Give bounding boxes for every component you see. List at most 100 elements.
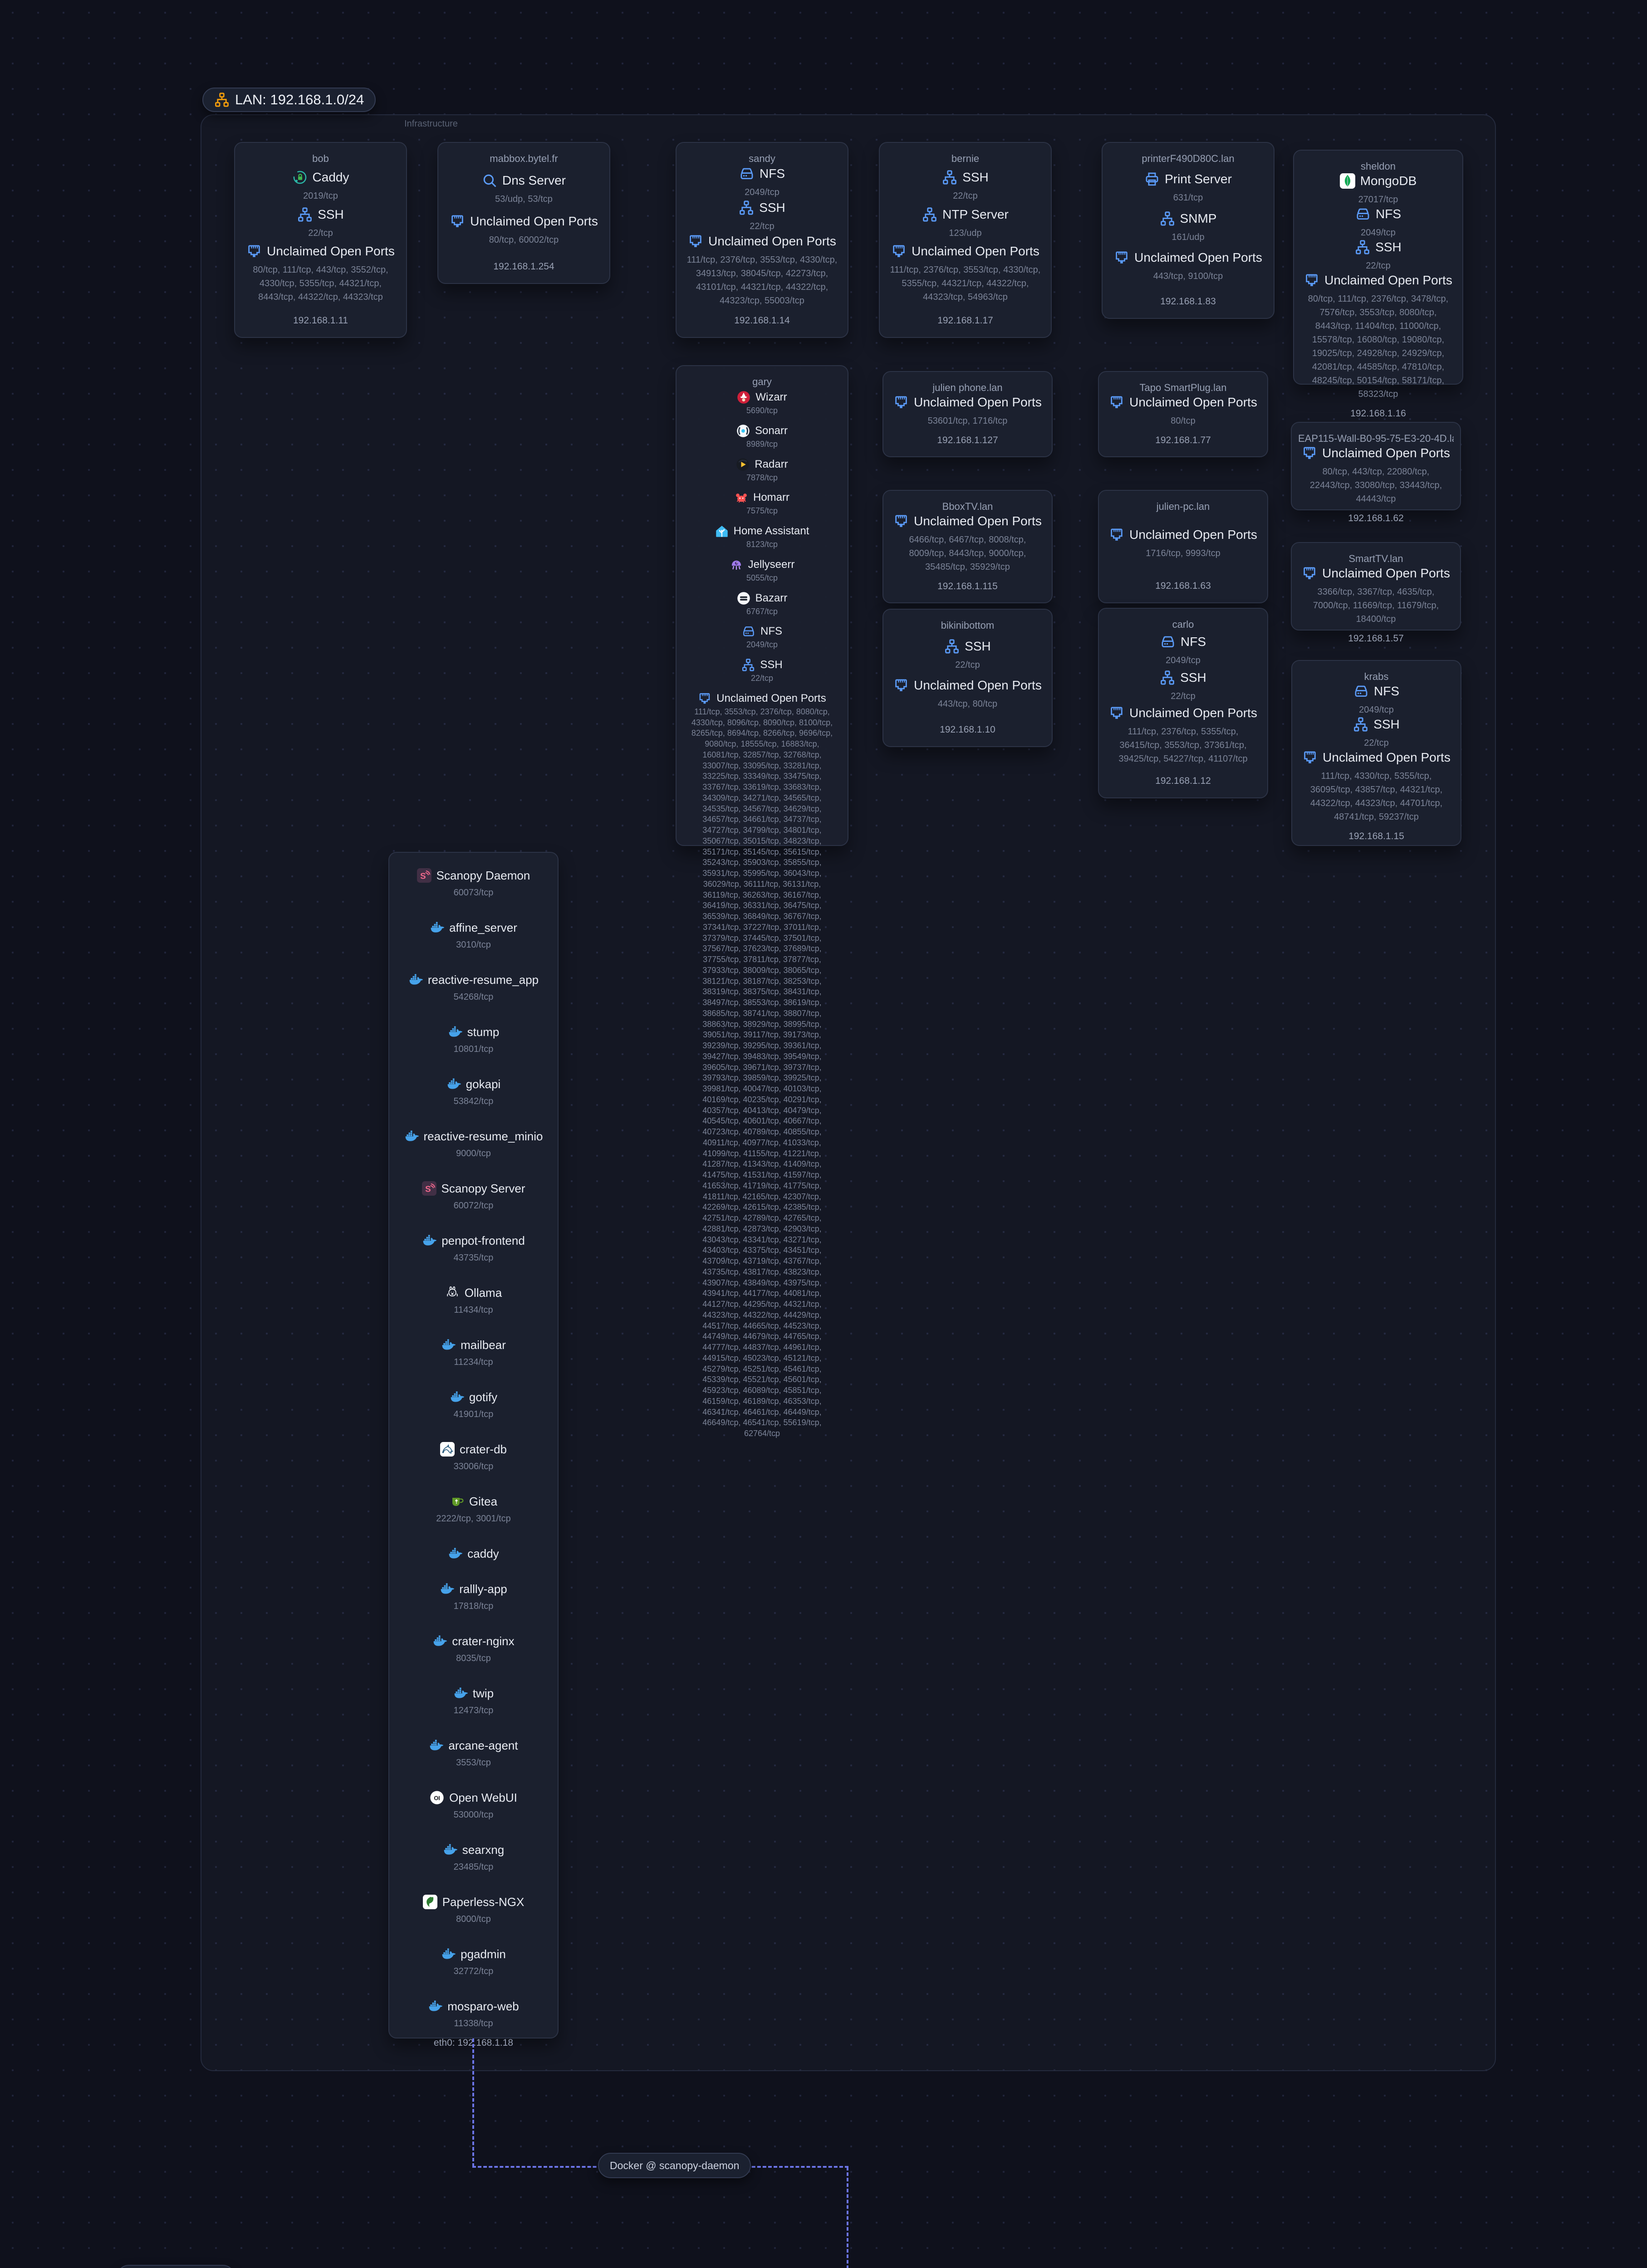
service-name: Paperless-NGX [442, 1895, 524, 1909]
docker-daemon-pill[interactable]: Docker @ scanopy-daemon [598, 2153, 751, 2178]
service-name: reactive-resume_minio [423, 1129, 543, 1143]
ports-icon [1114, 250, 1129, 265]
service-name-row: SNMP [1109, 211, 1267, 226]
service-ports: 53601/tcp, 1716/tcp [927, 416, 1008, 426]
service-nfs: NFS 2049/tcp [683, 625, 841, 650]
service-name-row: SSH [241, 207, 400, 222]
service-name-row: Unclaimed Open Ports [445, 214, 603, 229]
service-name: Bazarr [755, 591, 788, 604]
host-card-gary[interactable]: gary Wizarr 5690/tcp Sonarr 8989/tcp Radarr 78… [676, 365, 848, 1438]
service-ports: 17818/tcp [453, 1601, 494, 1611]
service-name: SSH [1180, 670, 1206, 684]
service-name-row: Print Server [1109, 171, 1267, 187]
ports-icon [1302, 566, 1317, 581]
connector-line-bottom [847, 2167, 848, 2268]
host-ip: 192.168.1.17 [937, 315, 993, 326]
host-card-bob[interactable]: bob Caddy 2019/tcp SSH 22/tcp Unclaimed Open … [234, 142, 407, 338]
docker-icon [448, 1025, 462, 1039]
service-name-row: twip [396, 1686, 551, 1701]
docker-icon [450, 1390, 464, 1404]
service-name: penpot-frontend [441, 1233, 525, 1247]
ports-icon [1109, 395, 1124, 410]
service-name-row: Sonarr [683, 424, 841, 438]
lan-network-pill[interactable]: LAN: 192.168.1.0/24 [202, 88, 376, 112]
host-title: julien phone.lan [932, 382, 1003, 393]
docker-icon [446, 1077, 461, 1091]
ssh-icon [1353, 717, 1368, 732]
service-name: Unclaimed Open Ports [1129, 527, 1257, 542]
host-ip: 192.168.1.254 [493, 261, 554, 272]
service-name-row: NFS [1300, 206, 1456, 222]
service-name: Unclaimed Open Ports [267, 244, 395, 259]
service-name-row: penpot-frontend [396, 1233, 551, 1248]
service-ports: 9000/tcp [456, 1149, 491, 1158]
host-card-bernie[interactable]: bernie SSH 22/tcp NTP Server 123/udp Unclaime… [879, 142, 1052, 338]
host-services: S Scanopy Daemon 60073/tcp affine_server 301… [396, 860, 551, 2030]
service-gitea: Gitea 2222/tcp, 3001/tcp [396, 1494, 551, 1525]
service-ports: 10801/tcp [453, 1044, 494, 1054]
service-name-row: Radarr [683, 458, 841, 471]
host-card-bikinibottom[interactable]: bikinibottom SSH 22/tcp Unclaimed Open Port… [882, 609, 1053, 747]
host-services: Wizarr 5690/tcp Sonarr 8989/tcp Radarr 7878/t… [683, 389, 841, 1439]
host-ip: 192.168.1.127 [937, 435, 998, 445]
host-card-julien-pc.lan[interactable]: julien-pc.lan Unclaimed Open Ports 1716/tc… [1098, 490, 1268, 603]
service-nfs: NFS 2049/tcp [1105, 634, 1261, 667]
service-mosparo-web: mosparo-web 11338/tcp [396, 1999, 551, 2030]
host-card-krabs[interactable]: krabs NFS 2049/tcp SSH 22/tcp Unclaimed Open … [1291, 660, 1461, 846]
service-ports: 123/udp [949, 228, 982, 238]
service-name-row: Unclaimed Open Ports [683, 234, 841, 249]
service-ssh: SSH 22/tcp [1105, 670, 1261, 703]
service-penpot-frontend: penpot-frontend 43735/tcp [396, 1233, 551, 1265]
service-name: crater-db [459, 1442, 507, 1456]
host-title: EAP115-Wall-B0-95-75-E3-20-4D.lan [1298, 433, 1454, 444]
service-name: SSH [962, 170, 989, 184]
service-ports: 80/tcp, 111/tcp, 443/tcp, 3552/tcp, 4330… [253, 265, 388, 303]
host-card-sandy[interactable]: sandy NFS 2049/tcp SSH 22/tcp Unclaimed Open … [676, 142, 848, 338]
host-card-BboxTV.lan[interactable]: BboxTV.lan Unclaimed Open Ports 6466/tcp, … [882, 490, 1053, 603]
host-ip: 192.168.1.11 [293, 315, 348, 326]
host-card-EAP115-Wall-B0-95-75-E3-20-4D.lan[interactable]: EAP115-Wall-B0-95-75-E3-20-4D.lan Unclaim… [1291, 422, 1461, 523]
host-card-carlo[interactable]: carlo NFS 2049/tcp SSH 22/tcp Unclaimed Open … [1098, 608, 1268, 798]
service-reactive-resume-app: reactive-resume_app 54268/tcp [396, 973, 551, 1004]
service-name: Wizarr [755, 391, 787, 403]
service-name-row: MongoDB [1300, 173, 1456, 189]
svg-text:S: S [420, 871, 426, 880]
service-open-webui: OI Open WebUI 53000/tcp [396, 1790, 551, 1822]
service-nfs: NFS 2049/tcp [683, 166, 841, 199]
host-title: SmartTV.lan [1348, 553, 1403, 564]
service-name-row: Unclaimed Open Ports [1109, 250, 1267, 265]
service-ports: 6466/tcp, 6467/tcp, 8008/tcp, 8009/tcp, … [909, 535, 1026, 572]
host-card-sheldon[interactable]: sheldon MongoDB 27017/tcp NFS 2049/tcp SSH 22/… [1293, 150, 1463, 419]
host-title: Tapo SmartPlug.lan [1139, 382, 1227, 393]
host-card-mabbox.bytel.fr[interactable]: mabbox.bytel.fr Dns Server 53/udp, 53/tcp U… [437, 142, 610, 284]
host-card-Tapo SmartPlug.lan[interactable]: Tapo SmartPlug.lan Unclaimed Open Ports 80… [1098, 371, 1268, 457]
host-card-SmartTV.lan[interactable]: SmartTV.lan Unclaimed Open Ports 3366/tcp,… [1291, 542, 1461, 644]
host-card-scanopy-daemon[interactable]: S Scanopy Daemon 60073/tcp affine_server 301… [388, 852, 559, 2048]
host-card-julien phone.lan[interactable]: julien phone.lan Unclaimed Open Ports 5360… [882, 371, 1053, 457]
docker-bridge-pill[interactable]: Docker Bridge [117, 2265, 235, 2268]
service-name: Jellyseerr [748, 558, 795, 571]
ssh-icon [741, 658, 755, 672]
service-ports: 12473/tcp [453, 1706, 494, 1716]
service-unclaimed-open-ports: Unclaimed Open Ports 111/tcp, 2376/tcp, 5… [1105, 705, 1261, 766]
service-name: Unclaimed Open Ports [1129, 395, 1257, 409]
service-ports: 53/udp, 53/tcp [495, 194, 553, 205]
service-name-row: Homarr [683, 491, 841, 504]
host-card-printerF490D80C.lan[interactable]: printerF490D80C.lan Print Server 631/tcp SN… [1102, 142, 1274, 319]
host-services: NFS 2049/tcp SSH 22/tcp Unclaimed Open Ports… [1105, 631, 1261, 768]
service-radarr: Radarr 7878/tcp [683, 458, 841, 484]
service-scanopy-daemon: S Scanopy Daemon 60073/tcp [396, 868, 551, 899]
scanopy-icon: S [417, 868, 431, 883]
service-ports: 2019/tcp [303, 191, 338, 201]
host-title: bernie [951, 153, 980, 164]
host-ip: 192.168.1.63 [1155, 581, 1211, 591]
connector-line-top [472, 2038, 474, 2167]
service-unclaimed-open-ports: Unclaimed Open Ports 6466/tcp, 6467/tcp, … [890, 513, 1045, 574]
lan-panel-label: Infrastructure [404, 119, 458, 129]
host-ip: 192.168.1.10 [940, 724, 995, 735]
host-services: MongoDB 27017/tcp NFS 2049/tcp SSH 22/tcp Uncl… [1300, 173, 1456, 401]
host-ip: 192.168.1.115 [937, 581, 998, 591]
service-ports: 2049/tcp [1361, 228, 1396, 238]
service-ports: 2049/tcp [745, 187, 779, 198]
